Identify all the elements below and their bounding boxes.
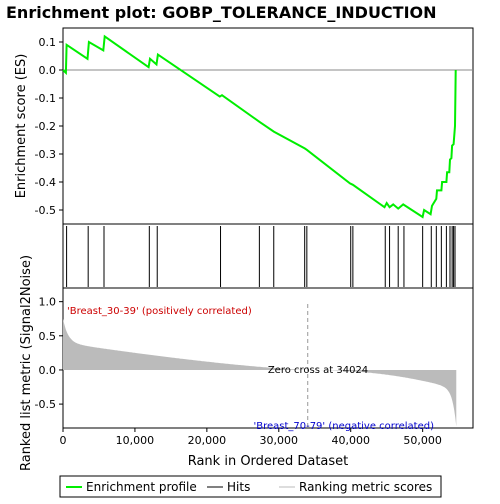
legend-hits: Hits [227,480,250,494]
rank-xtick-label: 50,000 [403,434,442,447]
es-panel-frame [62,27,474,225]
es-y-axis-label: Enrichment score (ES) [14,54,29,199]
hits-markers [66,226,456,287]
rank-ytick-label: 1.0 [39,296,57,309]
rank-xtick-label: 0 [60,434,67,447]
rank-y-ticks: 1.0 0.5 0.0 -0.5 [35,296,63,411]
rank-ytick-label: -0.5 [35,398,56,411]
negative-correlation-label: 'Breast_70-79' (negative correlated) [253,421,434,432]
es-ytick-label: 0.1 [39,36,57,49]
rank-ytick-label: 0.0 [39,364,57,377]
es-ytick-label: -0.4 [35,176,56,189]
rank-x-axis-label: Rank in Ordered Dataset [188,454,349,469]
legend-box [59,475,442,498]
es-ytick-label: 0.0 [39,64,57,77]
rank-xtick-label: 30,000 [260,434,299,447]
legend-ranking-metric-scores: Ranking metric scores [299,480,432,494]
hits-panel-frame [62,223,474,289]
rank-x-ticks: 0 10,000 20,000 30,000 40,000 50,000 [60,428,442,447]
rank-ytick-label: 0.5 [39,330,57,343]
legend-enrichment-profile: Enrichment profile [86,480,197,494]
positive-correlation-label: 'Breast_30-39' (positively correlated) [67,306,252,317]
es-y-ticks: 0.1 0.0 -0.1 -0.2 -0.3 -0.4 -0.5 [35,36,63,217]
rank-xtick-label: 10,000 [116,434,155,447]
rank-xtick-label: 20,000 [188,434,227,447]
enrichment-profile-line [62,34,457,219]
es-ytick-label: -0.2 [35,120,56,133]
ranking-metric-area [63,318,457,427]
es-ytick-label: -0.1 [35,92,56,105]
es-ytick-label: -0.5 [35,204,56,217]
rank-y-axis-label: Ranked list metric (Signal2Noise) [19,255,34,471]
zero-cross-label: Zero cross at 34024 [268,365,368,376]
rank-xtick-label: 40,000 [331,434,370,447]
chart-title: Enrichment plot: GOBP_TOLERANCE_INDUCTIO… [6,3,437,22]
es-ytick-label: -0.3 [35,148,56,161]
